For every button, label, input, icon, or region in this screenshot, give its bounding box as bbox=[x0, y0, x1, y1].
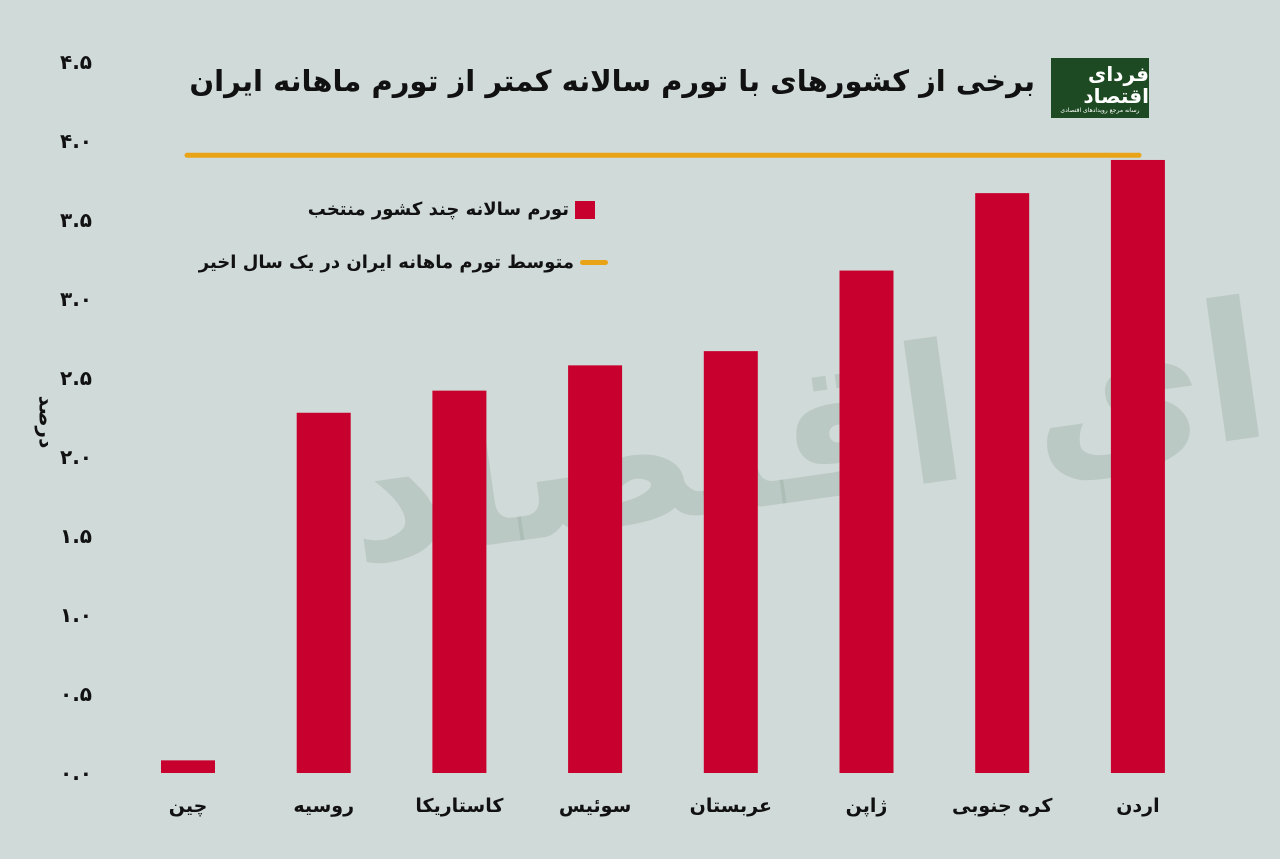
bar bbox=[703, 351, 758, 773]
bar bbox=[296, 412, 351, 773]
legend-line-swatch bbox=[580, 260, 608, 265]
legend-label: تورم سالانه چند کشور منتخب bbox=[307, 199, 569, 220]
y-axis-label: درصد bbox=[34, 395, 59, 449]
x-tick-label: ژاپن bbox=[846, 795, 888, 817]
bar bbox=[568, 365, 623, 773]
y-tick-label: ۴.۵ bbox=[60, 50, 92, 74]
y-tick-label: ۱.۵ bbox=[60, 524, 92, 548]
bar bbox=[432, 390, 487, 773]
x-tick-label: کاستاریکا bbox=[415, 795, 504, 817]
x-tick-label: روسیه bbox=[293, 795, 354, 817]
x-tick-label: چین bbox=[169, 795, 208, 817]
logo-text: فردای اقتصاد bbox=[1083, 61, 1149, 108]
logo: فردای اقتصاد رسانه مرجع رویدادهای اقتصاد… bbox=[1051, 58, 1149, 118]
legend-label: متوسط تورم ماهانه ایران در یک سال اخیر bbox=[198, 252, 574, 273]
y-tick-label: ۲.۰ bbox=[60, 445, 92, 469]
x-tick-label: کره جنوبی bbox=[952, 795, 1053, 817]
bar bbox=[839, 270, 894, 773]
y-tick-label: ۰.۰ bbox=[60, 761, 92, 785]
y-tick-label: ۳.۰ bbox=[60, 287, 92, 311]
chart-title: برخی از کشورهای با تورم سالانه کمتر از ت… bbox=[189, 64, 1035, 98]
legend-bar-swatch bbox=[575, 200, 595, 219]
legend-item-bars: تورم سالانه چند کشور منتخب bbox=[308, 199, 595, 220]
legend-item-line: متوسط تورم ماهانه ایران در یک سال اخیر bbox=[199, 252, 608, 273]
bar bbox=[975, 193, 1030, 773]
x-tick-label: اردن bbox=[1116, 795, 1159, 817]
y-tick-label: ۴.۰ bbox=[60, 129, 92, 153]
x-tick-label: سوئیس bbox=[559, 795, 631, 817]
y-tick-label: ۰.۵ bbox=[60, 682, 92, 706]
logo-subtext: رسانه مرجع رویدادهای اقتصادی bbox=[1060, 106, 1140, 114]
bar bbox=[1110, 159, 1165, 773]
x-tick-label: عربستان bbox=[690, 795, 772, 817]
bar bbox=[161, 760, 215, 773]
y-tick-label: ۲.۵ bbox=[60, 366, 92, 390]
y-tick-label: ۱.۰ bbox=[60, 603, 92, 627]
y-tick-label: ۳.۵ bbox=[60, 208, 92, 232]
